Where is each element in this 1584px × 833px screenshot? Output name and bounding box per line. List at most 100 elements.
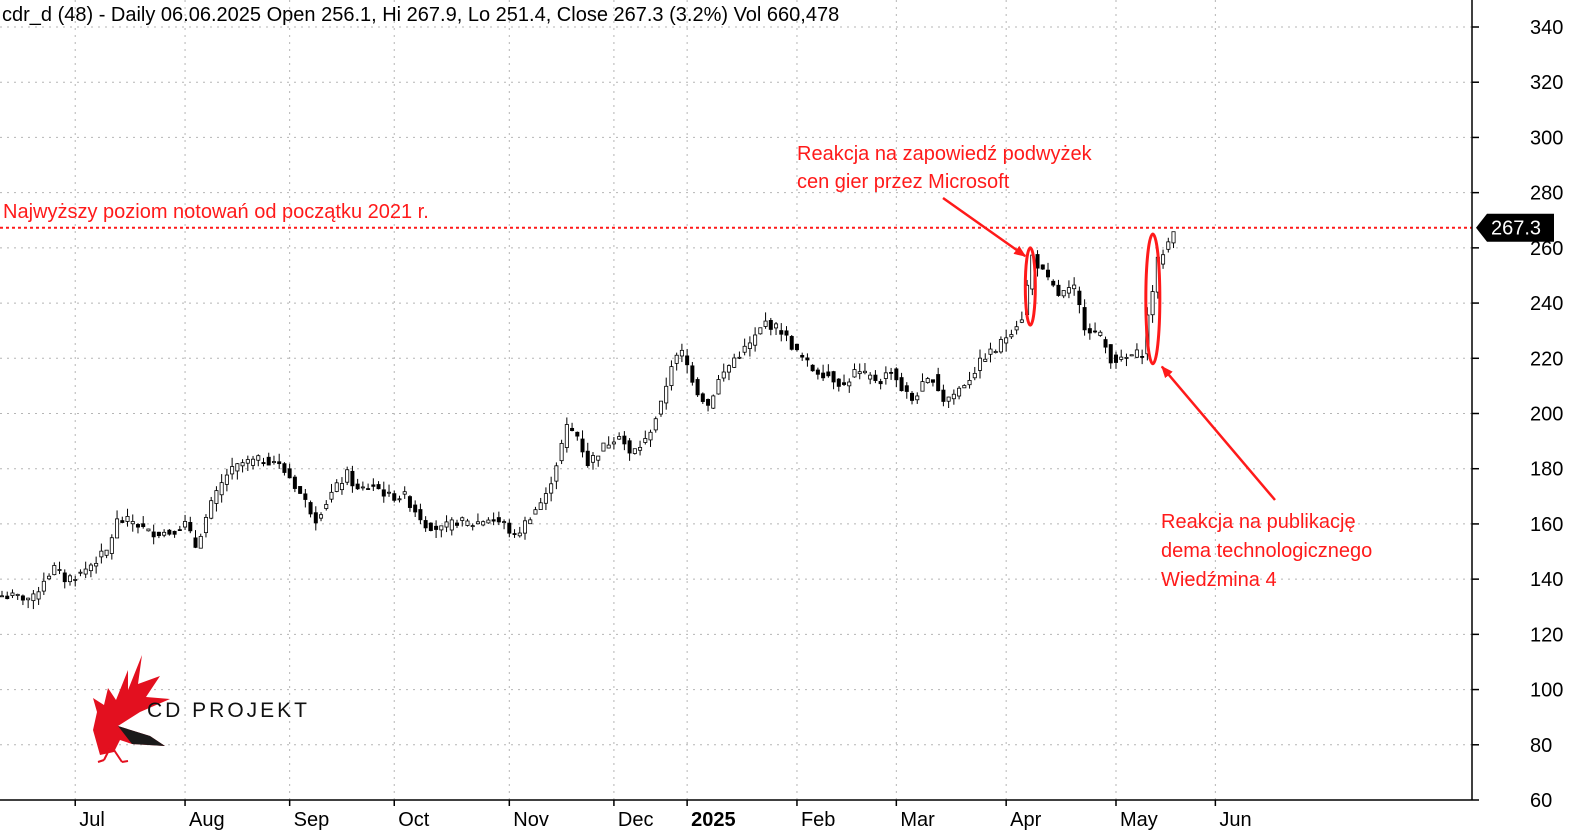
candle-body [188,522,193,532]
candle [177,525,182,532]
candle-body [732,357,737,368]
candle-body [810,364,815,372]
candle [873,370,878,384]
candle [868,372,873,385]
candle [141,516,146,529]
candle [617,432,622,440]
candle-body [800,354,805,358]
candle [251,455,256,470]
candle-body [57,569,62,571]
price-candles [0,231,1176,610]
candle [978,349,983,379]
candle-body [753,334,758,346]
candle-body [135,524,140,528]
candle-body [868,374,873,380]
candle [455,519,460,529]
candle-body [664,385,669,404]
candle [721,363,726,382]
candle-body [73,579,78,581]
candle-body [282,463,287,473]
candle-body [643,438,648,443]
candle-body [162,531,167,536]
x-tick-label: Apr [1010,809,1041,831]
candle-body [622,435,627,445]
candle-body [455,522,460,526]
candle-body [366,488,371,490]
candle-body [852,369,857,378]
candle [643,430,648,445]
candle [559,439,564,465]
candle [423,516,428,532]
candle [794,343,799,352]
candle [413,500,418,518]
candle-body [183,521,188,528]
candle [99,543,104,564]
candle-body [193,537,198,548]
x-tick-label: Jul [79,809,105,831]
candle-body [821,372,826,379]
candle-body [209,500,214,519]
annotation-layer [0,196,1472,501]
candle [842,374,847,387]
candle [862,363,867,375]
candle [779,323,784,342]
candle [381,481,386,503]
candle [1103,336,1108,354]
candle [836,378,841,392]
candle [747,336,752,357]
candle-body [758,327,763,335]
candle [366,483,371,490]
candle-body [543,493,548,504]
candle [957,386,962,400]
candle [1171,231,1176,249]
candle-body [596,455,601,461]
candle-body [308,502,313,515]
candle-body [251,458,256,466]
candle [507,519,512,538]
arrow-demo [1160,365,1276,501]
candle-body [951,393,956,400]
candle [946,396,951,408]
candle [277,453,282,469]
candle-body [1014,326,1019,331]
candle-body [245,459,250,464]
candle [706,398,711,412]
candle-body [47,575,52,580]
candle-body [1077,290,1082,306]
candle [0,590,4,598]
candle-body [1150,291,1155,316]
candle [1082,299,1087,336]
candle-body [805,357,810,361]
candle [418,503,423,525]
candle-body [894,368,899,381]
candle [308,500,313,518]
candle-body [517,532,522,537]
candle [993,349,998,354]
candle-body [198,535,203,549]
candle-body [549,483,554,494]
candle [700,392,705,404]
candle-body [324,504,329,509]
candle [1046,262,1051,281]
candle-body [1066,287,1071,294]
candle-body [768,320,773,330]
candle [5,591,10,600]
candle-body [826,371,831,377]
candle [460,516,465,527]
candle [742,338,747,356]
candle-body [920,381,925,392]
candle-body [99,550,104,558]
candle-body [747,342,752,349]
candle [36,586,41,605]
candle [67,573,72,586]
candle-body [203,517,208,534]
candle-body [1046,269,1051,278]
candle-body [690,365,695,383]
candle [925,376,930,384]
candle [517,526,522,538]
candle-body [988,348,993,355]
candle-body [31,593,36,602]
annotation-microsoft-line2: cen gier przez Microsoft [797,171,1010,193]
candle [245,455,250,471]
